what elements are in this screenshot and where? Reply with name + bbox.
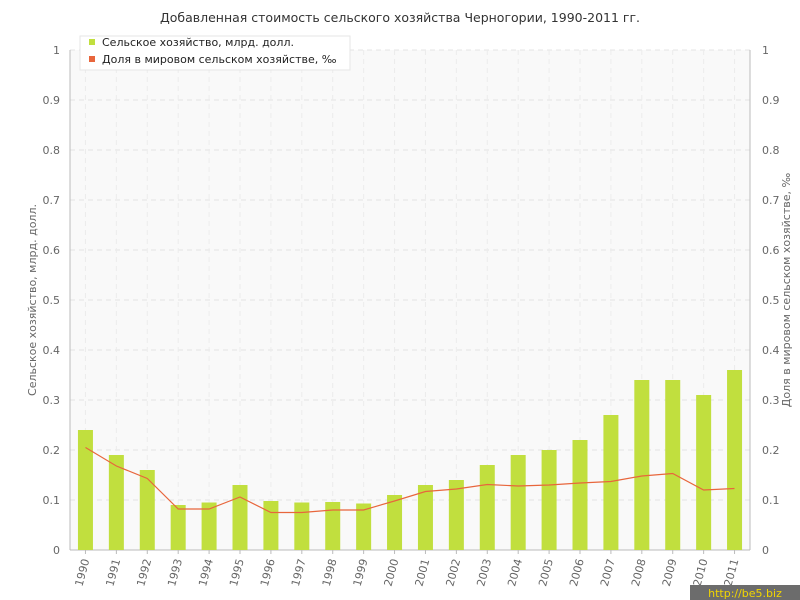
x-tick-label: 1999 (351, 557, 371, 587)
x-tick-label: 1995 (227, 557, 247, 587)
x-tick-label: 1998 (320, 557, 340, 587)
y-tick-right: 0 (762, 544, 769, 557)
bar[interactable] (108, 455, 124, 550)
bar[interactable] (541, 450, 557, 550)
y-tick-right: 0.1 (762, 494, 780, 507)
legend-swatch-line (89, 56, 95, 62)
bar[interactable] (727, 370, 743, 550)
bar[interactable] (139, 470, 155, 550)
bar[interactable] (603, 415, 619, 550)
x-tick-label: 2003 (474, 557, 494, 587)
y-tick-left: 1 (53, 44, 60, 57)
y-tick-right: 1 (762, 44, 769, 57)
y-tick-left: 0 (53, 544, 60, 557)
x-tick-label: 2000 (382, 557, 402, 587)
legend-box (79, 35, 351, 71)
x-tick-label: 2002 (443, 557, 463, 587)
watermark[interactable]: http://be5.biz (690, 585, 800, 600)
bar[interactable] (77, 430, 93, 550)
bar[interactable] (170, 505, 186, 550)
y-tick-right: 0.8 (762, 144, 780, 157)
y-axis-right-ticks: 0 0.1 0.2 0.3 0.4 0.5 0.6 0.7 0.8 0.9 1 (762, 44, 780, 557)
legend-label-bar: Сельское хозяйство, млрд. долл. (102, 36, 294, 49)
x-tick-label: 1996 (258, 557, 278, 587)
bar[interactable] (232, 485, 248, 550)
bar[interactable] (325, 502, 341, 550)
y-axis-right-label: Доля в мировом сельском хозяйстве, ‰ (780, 173, 793, 408)
y-tick-left: 0.2 (43, 444, 61, 457)
y-tick-left: 0.4 (43, 344, 61, 357)
bar[interactable] (356, 503, 372, 551)
bar[interactable] (263, 501, 279, 550)
x-tick-label: 2004 (505, 557, 525, 587)
bar[interactable] (572, 440, 588, 550)
bar[interactable] (294, 502, 310, 551)
legend-swatch-bar (89, 39, 95, 45)
line-series (85, 446, 735, 514)
legend-label-line: Доля в мировом сельском хозяйстве, ‰ (102, 53, 337, 66)
y-axis-left-ticks: 0 0.1 0.2 0.3 0.4 0.5 0.6 0.7 0.8 0.9 1 (43, 44, 61, 557)
share-line[interactable] (85, 446, 735, 514)
watermark-bg (690, 585, 800, 600)
x-tick-label: 1990 (73, 557, 93, 587)
bar[interactable] (510, 455, 526, 550)
x-tick-label: 1992 (134, 557, 154, 587)
x-tick-label: 1997 (289, 557, 309, 587)
bar[interactable] (417, 485, 433, 550)
y-tick-right: 0.7 (762, 194, 780, 207)
y-tick-left: 0.9 (43, 94, 61, 107)
x-tick-label: 1991 (103, 557, 123, 587)
y-tick-right: 0.3 (762, 394, 780, 407)
bar[interactable] (479, 465, 495, 550)
bar[interactable] (201, 502, 217, 551)
bar-series (77, 370, 743, 551)
x-tick-label: 2007 (598, 557, 618, 587)
y-tick-right: 0.4 (762, 344, 780, 357)
legend[interactable]: Сельское хозяйство, млрд. долл. Доля в м… (79, 35, 351, 71)
bar[interactable] (665, 380, 681, 550)
y-tick-right: 0.5 (762, 294, 780, 307)
x-axis-ticks: 1990 1991 1992 1993 1994 1995 1996 1997 1998 1999… (73, 550, 742, 588)
y-tick-left: 0.8 (43, 144, 61, 157)
bar[interactable] (696, 395, 712, 550)
y-tick-right: 0.9 (762, 94, 780, 107)
chart-title: Добавленная стоимость сельского хозяйств… (160, 10, 640, 25)
x-tick-label: 2006 (567, 557, 587, 587)
y-axis-left-label: Сельское хозяйство, млрд. долл. (26, 204, 39, 396)
bar[interactable] (387, 495, 403, 550)
x-tick-label: 2001 (413, 557, 433, 587)
y-tick-left: 0.6 (43, 244, 61, 257)
x-tick-label: 2008 (629, 557, 649, 587)
x-tick-label: 1994 (196, 557, 216, 587)
bar[interactable] (448, 480, 464, 550)
x-tick-label: 2005 (536, 557, 556, 587)
y-tick-left: 0.7 (43, 194, 61, 207)
watermark-link[interactable]: http://be5.biz (708, 587, 782, 600)
bar[interactable] (634, 380, 650, 550)
y-tick-left: 0.5 (43, 294, 61, 307)
y-tick-right: 0.6 (762, 244, 780, 257)
y-tick-right: 0.2 (762, 444, 780, 457)
x-tick-label: 2009 (660, 557, 680, 587)
y-tick-left: 0.3 (43, 394, 61, 407)
x-tick-label: 1993 (165, 557, 185, 587)
x-tick-label: 2010 (691, 557, 711, 587)
y-tick-left: 0.1 (43, 494, 61, 507)
x-tick-label: 2011 (722, 557, 742, 587)
